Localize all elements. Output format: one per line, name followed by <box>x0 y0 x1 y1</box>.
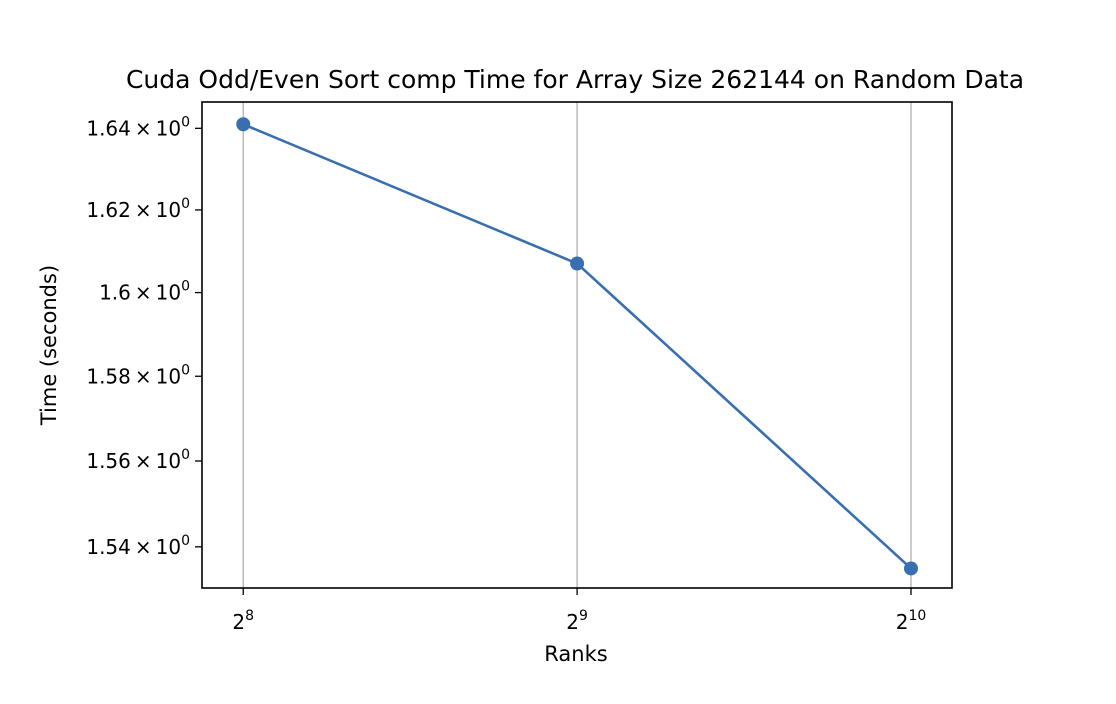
data-point <box>570 256 585 271</box>
y-tick-label: 1.62 × 100 <box>86 196 190 222</box>
y-tick-label: 1.64 × 100 <box>86 114 190 140</box>
y-tick-label: 1.6 × 100 <box>99 279 190 305</box>
x-tick-label: 28 <box>232 608 254 634</box>
data-point <box>236 117 251 132</box>
y-tick-label: 1.58 × 100 <box>86 362 190 388</box>
x-gridlines <box>242 102 912 588</box>
y-tick-label: 1.54 × 100 <box>86 533 190 559</box>
data-point <box>903 561 918 576</box>
x-tick-label: 29 <box>566 608 588 634</box>
y-axis-ticks: 1.54 × 100 1.56 × 100 1.58 × 100 1.6 × 100 1… <box>86 114 202 559</box>
x-axis-label: Ranks <box>544 642 607 666</box>
x-axis-ticks: 28 29 210 <box>232 588 926 634</box>
y-tick-label: 1.56 × 100 <box>86 447 190 473</box>
y-axis-label: Time (seconds) <box>37 265 61 426</box>
data-series <box>236 117 918 576</box>
chart-title: Cuda Odd/Even Sort comp Time for Array S… <box>126 65 1024 94</box>
x-tick-label: 210 <box>896 608 927 634</box>
